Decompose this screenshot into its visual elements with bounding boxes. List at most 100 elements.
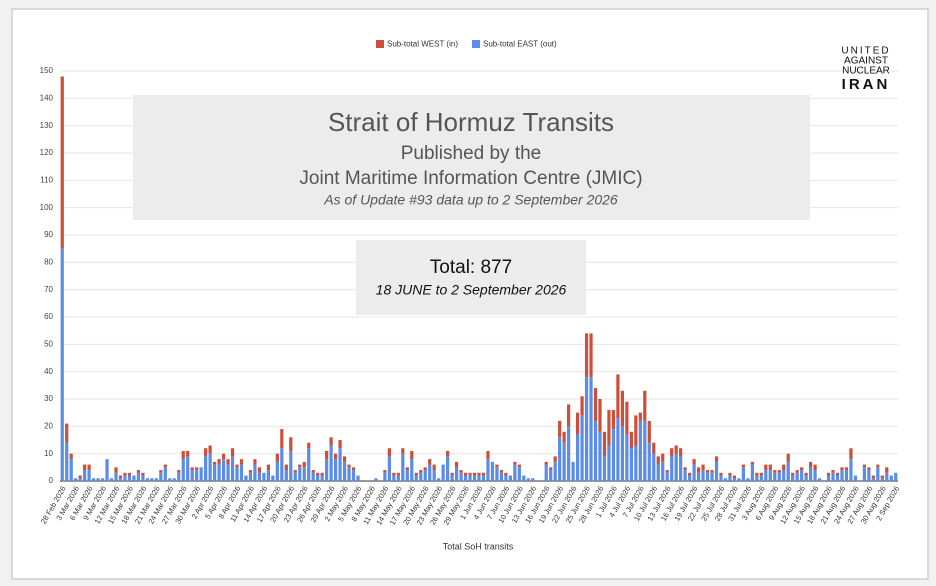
bar-segment [795, 470, 799, 473]
bar-segment [607, 445, 611, 481]
bar-segment [692, 464, 696, 481]
bar-segment [266, 464, 270, 471]
bar-segment [773, 472, 777, 481]
bar-segment [495, 467, 499, 481]
bar-segment [782, 464, 786, 471]
bar-segment [589, 333, 593, 378]
bar-segment [347, 467, 351, 481]
bar-segment [226, 459, 230, 465]
bar-segment [629, 448, 633, 481]
bar-segment [383, 470, 387, 473]
bar-segment [320, 472, 324, 476]
bar-segment [248, 470, 253, 473]
y-tick-label: 90 [44, 230, 53, 239]
bar-segment [396, 472, 400, 476]
bar-segment [894, 472, 898, 481]
logo-text: NUCLEAR [842, 66, 890, 77]
bar-segment [862, 467, 867, 481]
bar-segment [195, 467, 199, 471]
bar-segment [423, 470, 427, 481]
bar-segment [723, 478, 728, 481]
bar-segment [172, 478, 176, 481]
legend-label: Sub-total EAST (out) [483, 40, 557, 49]
bar-segment [325, 450, 329, 460]
bar-segment [60, 248, 64, 481]
bar-segment [558, 437, 562, 481]
bar-segment [60, 76, 64, 249]
bar-segment [764, 464, 768, 471]
bar-segment [688, 472, 692, 476]
bar-segment [271, 475, 275, 481]
bar-segment [74, 478, 78, 481]
bar-segment [446, 450, 450, 457]
bar-segment [517, 467, 521, 481]
bar-segment [759, 472, 763, 476]
bar-segment [885, 472, 889, 481]
bar-segment [562, 442, 566, 481]
bar-segment [181, 459, 185, 481]
bar-segment [401, 448, 405, 454]
bar-segment [522, 475, 526, 481]
bar-segment [298, 464, 302, 468]
bar-segment [490, 461, 495, 481]
bar-segment [262, 472, 266, 481]
bar-segment [562, 431, 566, 443]
bar-segment [293, 470, 297, 473]
bar-segment [253, 464, 257, 481]
bar-segment [419, 470, 423, 473]
bar-segment [163, 467, 167, 481]
y-tick-label: 120 [40, 148, 54, 157]
bar-segment [531, 478, 535, 481]
bar-segment [320, 475, 324, 481]
bar-segment [575, 434, 580, 481]
bar-segment [186, 450, 190, 457]
bar-segment [719, 475, 723, 481]
legend-label: Sub-total WEST (in) [387, 40, 458, 49]
bar-segment [625, 401, 629, 435]
bar-segment [759, 475, 763, 481]
bar-segment [150, 478, 154, 481]
bar-segment [333, 453, 338, 460]
bar-segment [374, 478, 378, 481]
bar-segment [656, 464, 660, 481]
bar-segment [611, 429, 616, 481]
bar-segment [190, 470, 194, 481]
bar-segment [307, 442, 311, 449]
title-box [133, 95, 810, 220]
bar-segment [692, 459, 696, 465]
bar-segment [266, 470, 270, 481]
bar-segment [800, 470, 804, 481]
bar-segment [65, 423, 69, 443]
y-tick-label: 0 [49, 476, 54, 485]
bar-segment [670, 456, 674, 481]
bar-segment [338, 448, 342, 481]
bar-segment [620, 390, 625, 427]
bar-segment [459, 472, 463, 481]
bar-segment [652, 442, 656, 454]
bar-segment [683, 470, 687, 481]
bar-segment [714, 461, 719, 481]
bar-segment [226, 464, 230, 481]
bar-segment [154, 478, 158, 481]
bar-segment [701, 470, 705, 481]
bar-segment [428, 459, 432, 465]
bar-segment [495, 464, 499, 468]
bar-segment [737, 478, 741, 481]
bar-segment [132, 475, 136, 481]
bar-segment [235, 467, 239, 481]
bar-segment [876, 464, 880, 468]
bar-segment [307, 448, 311, 481]
bar-segment [809, 461, 813, 468]
bar-segment [168, 478, 172, 481]
bar-segment [567, 404, 571, 427]
bar-segment [302, 461, 306, 468]
bar-segment [849, 459, 853, 481]
bar-segment [338, 440, 342, 449]
bar-segment [732, 475, 737, 479]
bar-segment [186, 456, 190, 481]
bar-segment [750, 461, 754, 465]
bar-segment [782, 470, 786, 481]
bar-segment [109, 478, 114, 481]
bar-segment [777, 470, 781, 473]
bar-segment [880, 478, 884, 481]
